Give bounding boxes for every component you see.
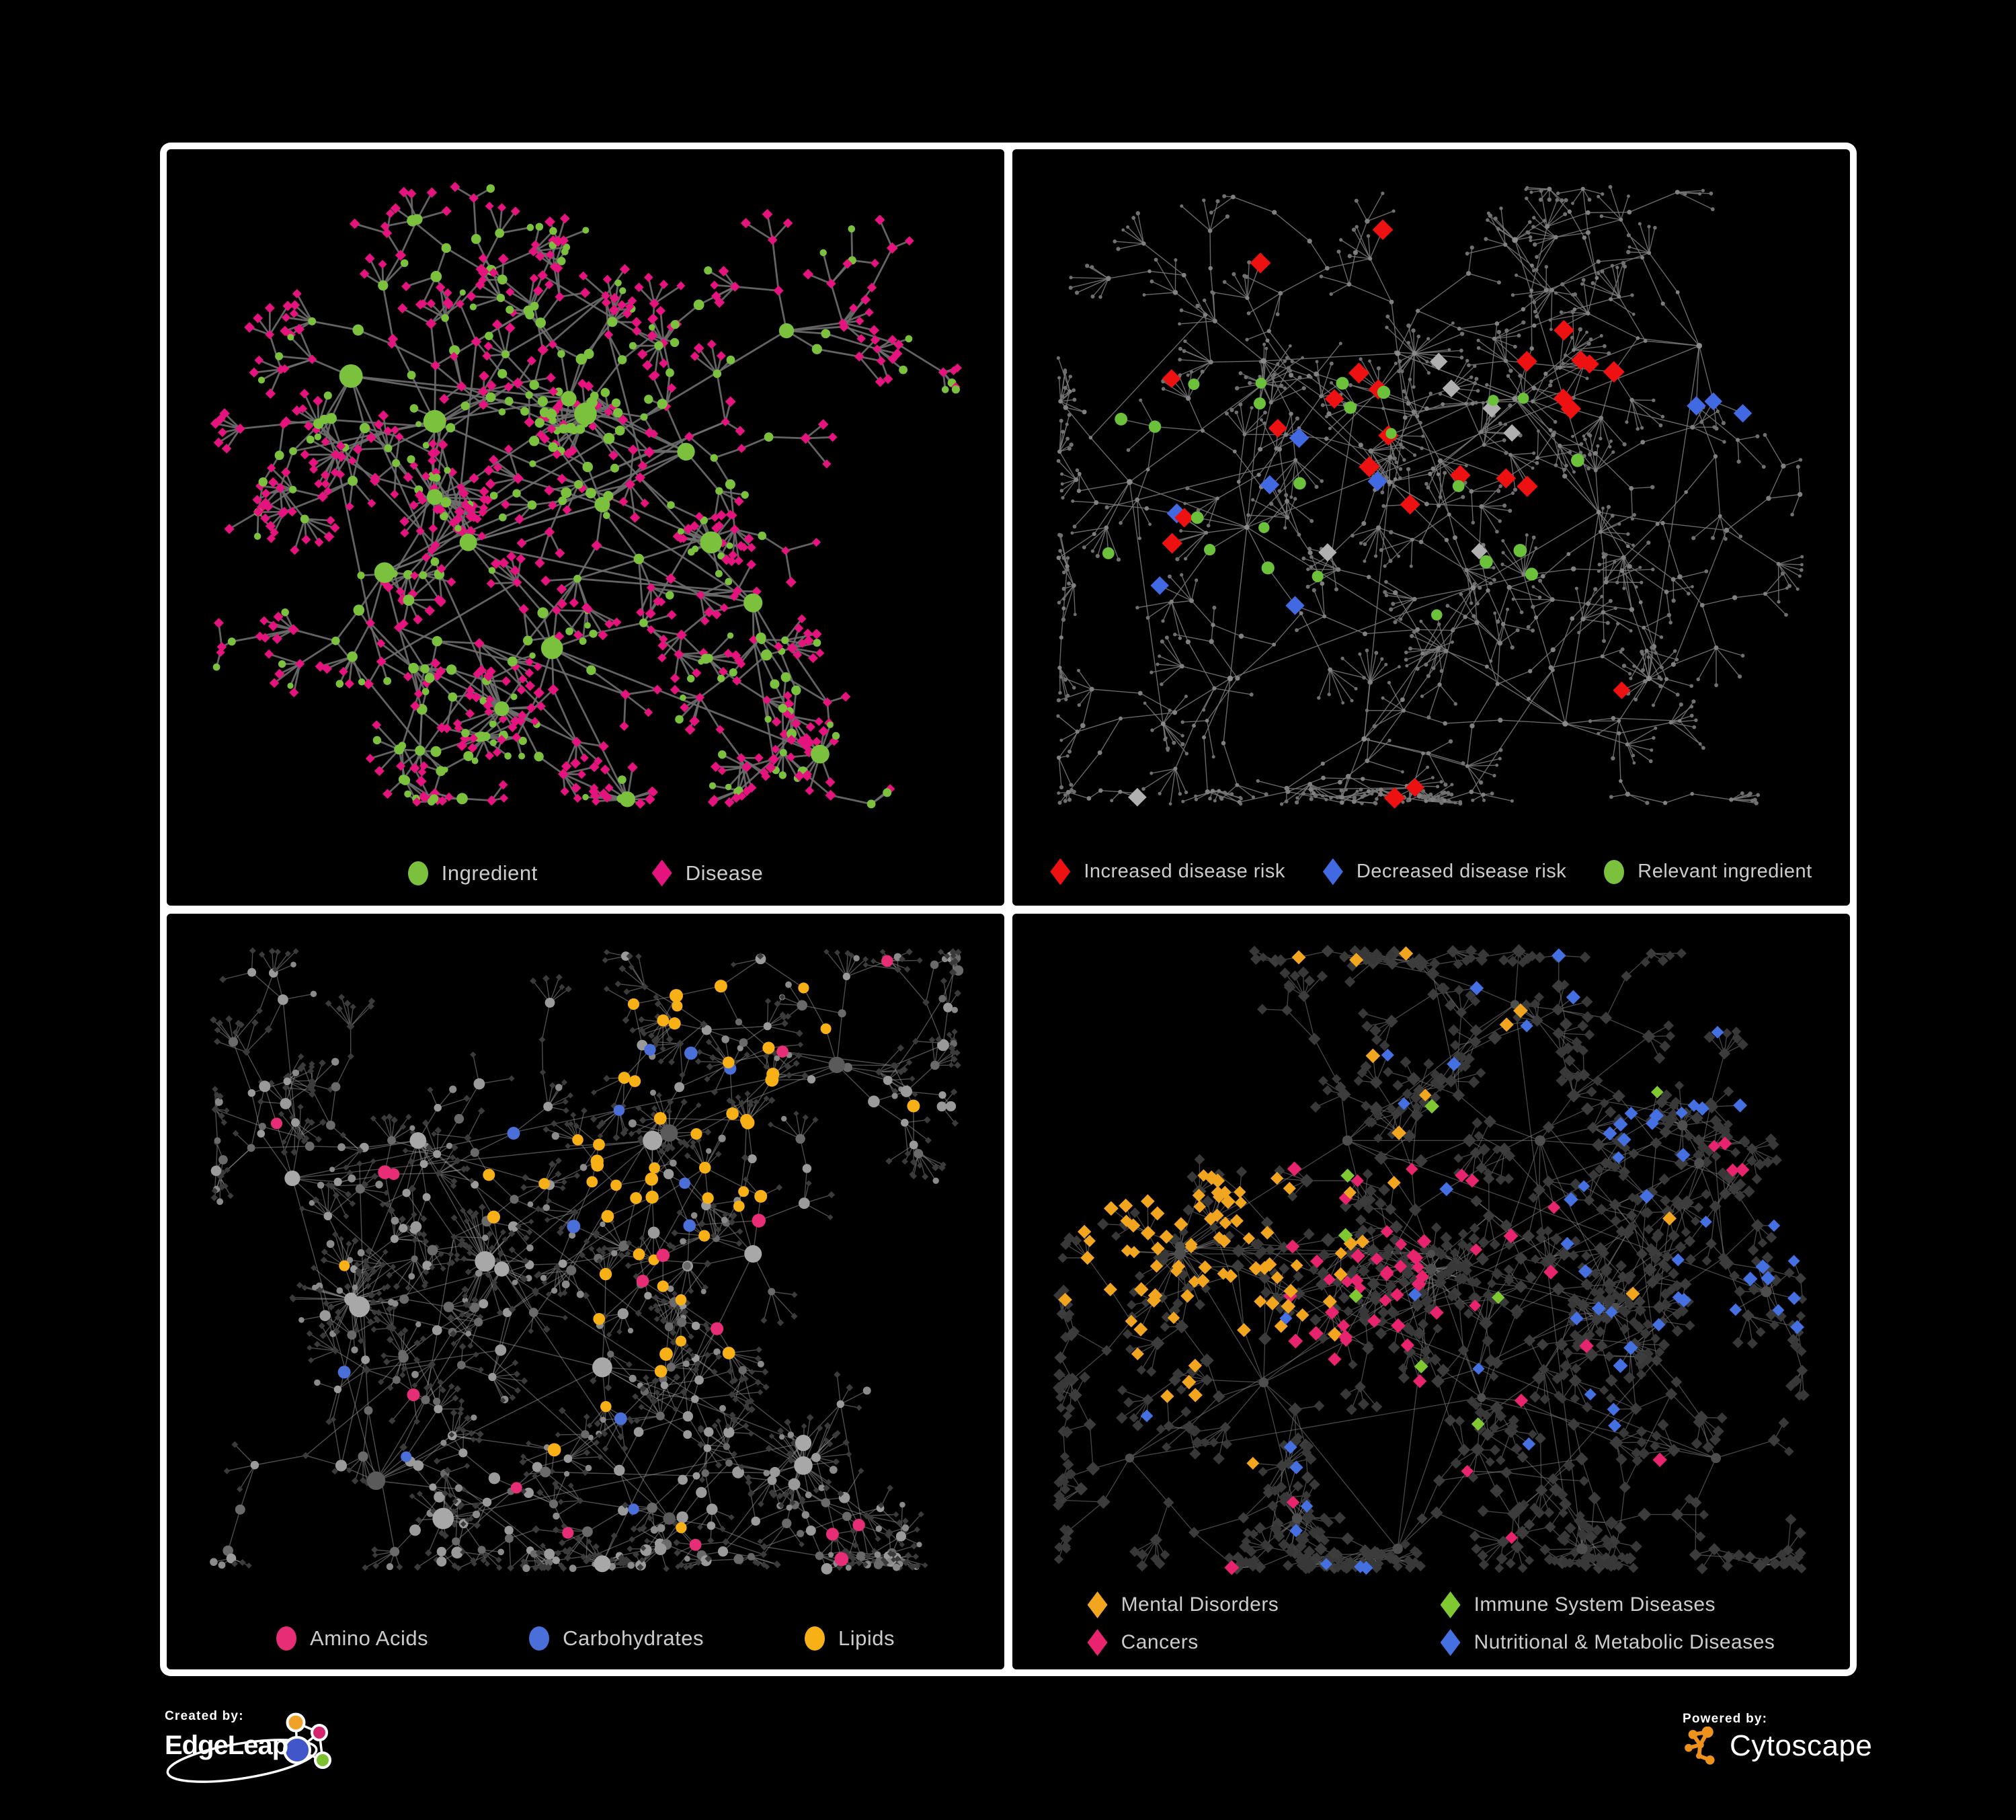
legend-label: Nutritional & Metabolic Diseases xyxy=(1474,1631,1775,1653)
legend-item-relevant-ingredient: Relevant ingredient xyxy=(1604,859,1812,884)
mental-disorders-swatch xyxy=(1087,1591,1108,1618)
cytoscape-logo-icon xyxy=(1685,1727,1715,1765)
legend-macronutrients: Amino Acids Carbohydrates Lipids xyxy=(167,1626,1004,1651)
ingredient-swatch xyxy=(407,861,428,885)
network-grid: Ingredient Disease Increased disease ris… xyxy=(160,143,1857,1676)
legend-item-mental-disorders: Mental Disorders xyxy=(1087,1591,1346,1618)
legend-item-disease: Disease xyxy=(651,859,764,887)
legend-label: Decreased disease risk xyxy=(1356,861,1567,882)
legend-item-ingredient: Ingredient xyxy=(407,861,538,885)
edgeleap-wordmark: EdgeLeap xyxy=(165,1731,288,1760)
legend-label: Increased disease risk xyxy=(1084,861,1285,882)
edgeleap-logo-icon xyxy=(166,1712,331,1783)
legend-disease-categories: Mental Disorders Immune System Diseases … xyxy=(1012,1591,1850,1656)
relevant-ingredient-swatch xyxy=(1604,859,1625,884)
powered-by-label: Powered by: xyxy=(1683,1712,1768,1726)
legend-disease-risk: Increased disease risk Decreased disease… xyxy=(1012,858,1850,885)
disease-swatch xyxy=(651,859,672,887)
nutritional-metabolic-diseases-swatch xyxy=(1440,1629,1461,1656)
legend-label: Disease xyxy=(685,861,764,885)
created-by-block: Created by: EdgeLeap xyxy=(165,1709,380,1790)
legend-ingredient-disease: Ingredient Disease xyxy=(167,859,1004,887)
powered-by-block: Powered by: xyxy=(1683,1712,1911,1786)
network-graph-disease-categories xyxy=(1053,943,1810,1575)
cancers-swatch xyxy=(1087,1629,1108,1656)
increased-risk-swatch xyxy=(1050,858,1071,885)
carbohydrates-swatch xyxy=(529,1626,550,1651)
legend-label: Ingredient xyxy=(441,861,538,885)
legend-item-amino-acids: Amino Acids xyxy=(276,1626,428,1651)
legend-item-nutritional-metabolic-diseases: Nutritional & Metabolic Diseases xyxy=(1440,1629,1775,1656)
decreased-risk-swatch xyxy=(1322,858,1343,885)
panel-disease-categories: Mental Disorders Immune System Diseases … xyxy=(1012,913,1850,1669)
panel-ingredient-disease: Ingredient Disease xyxy=(167,149,1004,906)
legend-label: Relevant ingredient xyxy=(1638,861,1812,882)
legend-item-lipids: Lipids xyxy=(804,1626,895,1651)
network-graph-macronutrients xyxy=(210,947,964,1575)
legend-label: Mental Disorders xyxy=(1121,1593,1279,1616)
legend-item-decreased-risk: Decreased disease risk xyxy=(1322,858,1567,885)
lipids-swatch xyxy=(804,1626,825,1651)
network-graph-ingredient-disease xyxy=(210,182,962,809)
legend-label: Immune System Diseases xyxy=(1474,1593,1716,1616)
legend-label: Carbohydrates xyxy=(563,1626,704,1650)
network-graph-disease-risk xyxy=(1056,185,1804,809)
legend-item-carbohydrates: Carbohydrates xyxy=(529,1626,704,1651)
immune-system-diseases-swatch xyxy=(1440,1591,1461,1618)
created-by-label: Created by: xyxy=(165,1709,244,1723)
legend-label: Lipids xyxy=(838,1626,895,1650)
amino-acids-swatch xyxy=(276,1626,297,1651)
legend-label: Amino Acids xyxy=(310,1626,429,1650)
legend-item-cancers: Cancers xyxy=(1087,1629,1346,1656)
panel-disease-risk: Increased disease risk Decreased disease… xyxy=(1012,149,1850,906)
cytoscape-wordmark: Cytoscape xyxy=(1730,1729,1873,1762)
panel-macronutrients: Amino Acids Carbohydrates Lipids xyxy=(167,913,1004,1669)
legend-item-increased-risk: Increased disease risk xyxy=(1050,858,1285,885)
legend-label: Cancers xyxy=(1121,1631,1199,1653)
legend-item-immune-system-diseases: Immune System Diseases xyxy=(1440,1591,1775,1618)
